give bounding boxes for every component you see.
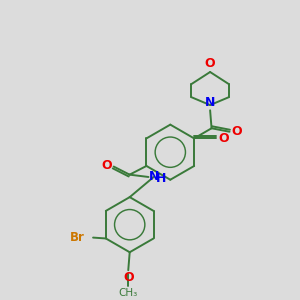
Text: O: O [205,57,215,70]
Text: CH₃: CH₃ [118,288,138,298]
Text: H: H [156,172,166,184]
Text: O: O [231,125,242,138]
Text: Br: Br [70,230,85,244]
Text: N: N [205,96,215,109]
Text: N: N [149,169,159,183]
Text: O: O [218,132,229,145]
Text: O: O [102,160,112,172]
Text: O: O [123,272,134,284]
